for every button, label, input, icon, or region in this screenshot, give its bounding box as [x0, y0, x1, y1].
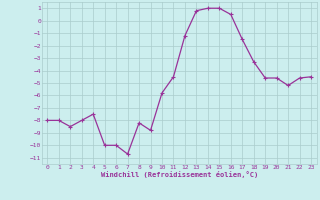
- X-axis label: Windchill (Refroidissement éolien,°C): Windchill (Refroidissement éolien,°C): [100, 171, 258, 178]
